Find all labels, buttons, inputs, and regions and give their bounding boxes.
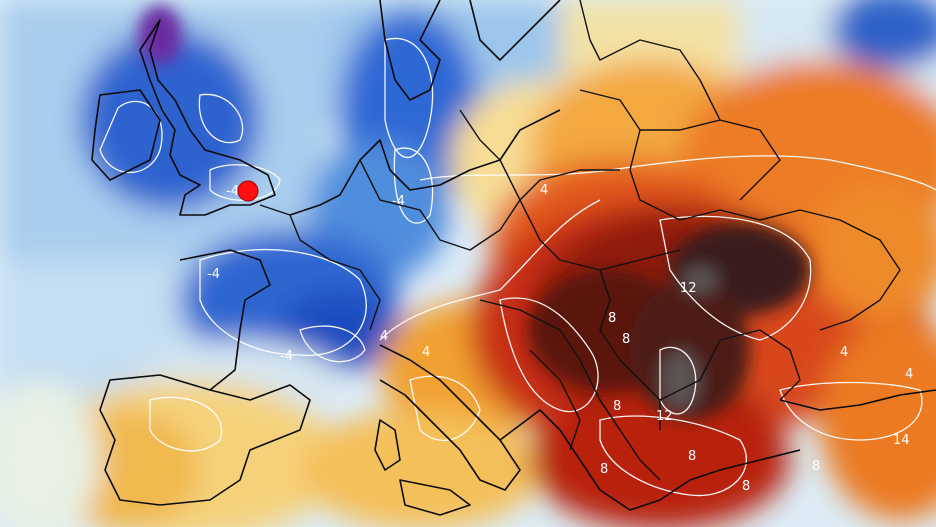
- contour-label: 8: [688, 449, 696, 464]
- contour-label: 14: [893, 433, 910, 448]
- contour-label: 8: [622, 332, 630, 347]
- contour-labels: -4 -4 -4 -4 4 4 4 8 8 8 8 12 12 8 8 8 4 …: [207, 183, 913, 494]
- country-borders: [91, 0, 936, 516]
- contour-label: 8: [613, 399, 621, 414]
- contour-label: 12: [680, 281, 697, 296]
- contour-label: 4: [540, 183, 548, 198]
- contour-label: -4: [207, 267, 220, 282]
- contour-label: -4: [392, 194, 405, 209]
- contour-label: 4: [380, 329, 388, 344]
- contour-label: 8: [600, 462, 608, 477]
- contour-label: 8: [742, 479, 750, 494]
- contour-label: 4: [422, 345, 430, 360]
- contour-label: 8: [608, 311, 616, 326]
- contour-label: 4: [905, 367, 913, 382]
- location-dot-icon: [237, 180, 259, 202]
- contour-lines: [99, 37, 936, 497]
- contour-label: 8: [812, 459, 820, 474]
- contour-label: 4: [840, 345, 848, 360]
- contour-label: -4: [226, 184, 239, 199]
- contour-label: 12: [656, 409, 673, 424]
- contour-label: -4: [280, 349, 293, 364]
